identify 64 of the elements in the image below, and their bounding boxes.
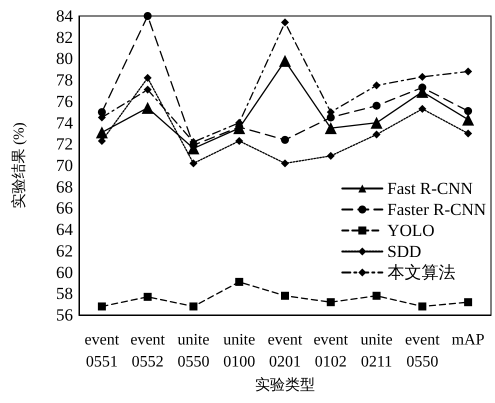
y-tick-label: 60 <box>56 262 73 282</box>
y-tick-label: 56 <box>56 306 73 324</box>
x-tick-label: unite 0550 <box>177 332 210 370</box>
point <box>464 298 472 306</box>
point <box>464 107 472 116</box>
y-tick-label: 58 <box>56 284 73 304</box>
x-tick-label: event 0102 <box>313 332 349 370</box>
point <box>144 86 152 94</box>
point <box>281 18 289 26</box>
y-axis-title: 实验结果 (%) <box>10 122 28 209</box>
y-tick-label: 74 <box>56 113 74 132</box>
y-tick-label: 66 <box>56 198 73 218</box>
x-tick-label: unite 0100 <box>223 332 256 370</box>
x-axis-title: 实验类型 <box>255 376 315 394</box>
point <box>142 102 154 114</box>
point <box>281 292 289 300</box>
point <box>144 74 152 82</box>
x-tick-label: event 0550 <box>405 332 440 370</box>
point <box>418 72 426 81</box>
point <box>144 292 152 301</box>
point <box>418 302 426 310</box>
x-tick-label: event 0552 <box>130 332 166 370</box>
point <box>372 130 381 139</box>
point <box>326 152 335 160</box>
legend-label: SDD <box>387 242 422 261</box>
point <box>98 302 106 310</box>
point <box>281 159 289 168</box>
y-tick-label: 62 <box>56 241 73 260</box>
y-tick-label: 64 <box>56 220 74 240</box>
point <box>418 104 426 113</box>
y-tick-label: 84 <box>56 6 74 26</box>
point <box>279 54 291 67</box>
y-tick-label: 72 <box>56 134 73 154</box>
point <box>144 12 152 20</box>
x-tick-label: event 0201 <box>268 332 303 370</box>
point <box>326 298 335 306</box>
point <box>372 292 381 300</box>
legend-label: 本文算法 <box>387 263 456 282</box>
point <box>370 116 383 129</box>
y-tick-label: 70 <box>56 156 73 175</box>
point <box>281 136 289 144</box>
y-tick-label: 78 <box>56 70 73 90</box>
point <box>418 84 426 92</box>
y-tick-label: 82 <box>56 28 73 47</box>
y-tick-label: 68 <box>56 177 73 196</box>
point <box>324 122 337 134</box>
x-tick-label: mAP <box>452 332 485 348</box>
legend-label: YOLO <box>387 221 435 240</box>
point <box>464 129 472 138</box>
y-tick-label: 76 <box>56 92 73 111</box>
point <box>462 114 474 126</box>
point <box>464 68 472 76</box>
point <box>189 302 198 310</box>
point <box>189 159 198 168</box>
x-tick-label: event 0551 <box>84 332 120 370</box>
point <box>372 81 381 90</box>
point <box>372 102 381 110</box>
y-tick-label: 80 <box>56 49 73 68</box>
x-tick-label: unite 0211 <box>360 332 393 370</box>
point <box>235 278 244 286</box>
legend-label: Faster R-CNN <box>387 200 486 219</box>
point <box>235 136 244 145</box>
point <box>96 126 108 138</box>
legend-label: Fast R-CNN <box>387 179 473 198</box>
